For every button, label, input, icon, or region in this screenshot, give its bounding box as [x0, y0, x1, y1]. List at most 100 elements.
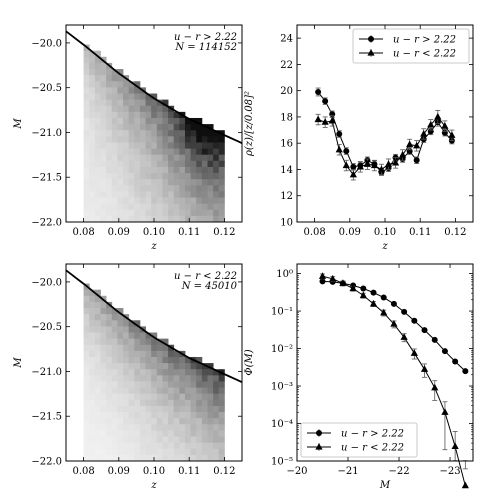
hist_red-cell [123, 197, 130, 205]
hist_red-cell [162, 130, 169, 137]
hist_blue-cell [201, 405, 208, 413]
hist_red-cell [184, 166, 192, 174]
hist_red-cell [196, 130, 203, 137]
hist_blue-cell [145, 436, 152, 444]
hist_red-cell [145, 209, 152, 217]
hist_blue-cell [196, 448, 203, 456]
rho_z-point [377, 165, 386, 173]
hist_red-cell [151, 203, 158, 211]
hist_blue-cell [111, 350, 118, 358]
hist_blue-cell [111, 412, 118, 419]
hist_blue-cell [89, 301, 96, 309]
rho_z-ytick-label: 14 [280, 165, 293, 176]
hist_blue-cell [94, 375, 101, 382]
hist_red-cell [83, 142, 90, 149]
hist_blue-cell [106, 387, 113, 395]
hist_blue-cell [106, 356, 113, 364]
lum_func-point [462, 368, 469, 375]
hist_blue-cell [168, 454, 175, 462]
lum_func-ytick-label: 10⁻³ [271, 382, 293, 393]
hist_blue-cell [213, 448, 220, 456]
hist_blue-cell [139, 350, 146, 358]
hist_blue-cell [168, 399, 175, 407]
hist_blue-cell [89, 363, 96, 370]
hist_blue-cell [123, 405, 130, 413]
hist_red-cell [145, 99, 152, 107]
hist_blue-cell [173, 393, 180, 401]
hist_red-cell [213, 166, 220, 174]
hist_blue-cell [179, 356, 186, 364]
hist_blue-cell [106, 320, 113, 327]
hist_blue-cell [100, 332, 107, 340]
hist_blue-cell [196, 424, 203, 431]
hist_blue-cell [213, 381, 220, 388]
hist_blue-cell [213, 405, 220, 413]
hist_blue-cell [139, 344, 146, 352]
hist_red-cell [89, 166, 96, 174]
hist_blue-cell [207, 375, 214, 382]
hist_blue-cell [83, 448, 90, 456]
hist_blue-cell [89, 375, 96, 382]
lum_func-legend-marker [315, 443, 323, 450]
hist_red-cell [94, 69, 101, 76]
hist_blue-cell [151, 332, 158, 340]
hist_blue-cell [173, 350, 180, 358]
lum_func-axes: −20 −21 −22 −23 10⁻⁵ 10⁻⁴ 10⁻³ 10⁻² 10⁻¹ 10⁰ M Φ(M) [244, 264, 473, 491]
hist_blue-cell [184, 442, 192, 450]
hist_blue-cell [123, 350, 130, 358]
hist_blue-cell [179, 418, 186, 425]
hist_blue-cell [151, 356, 158, 364]
hist_blue-cell [162, 350, 169, 358]
hist_blue-cell [123, 326, 130, 333]
hist_blue-cell [139, 436, 146, 444]
hist_blue-cell [139, 424, 146, 431]
hist_blue-cell [83, 430, 90, 437]
hist_blue-cell [117, 436, 124, 444]
lum_func-xtick-label: −21 [337, 466, 358, 477]
hist_blue-cell [94, 308, 101, 315]
hist_blue-cell [145, 338, 152, 346]
hist_red-cell [128, 81, 135, 88]
hist_red-cell [179, 185, 186, 192]
hist_blue-cell [111, 436, 118, 444]
hist_red-cell [184, 124, 192, 131]
hist_blue-cell [151, 399, 158, 407]
hist_blue-cell [156, 356, 163, 364]
hist_red-cell [106, 160, 113, 168]
hist_red-cell [151, 160, 158, 168]
hist_red-cell [100, 185, 107, 192]
hist_red-cell [151, 93, 158, 101]
hist_blue-cell [139, 332, 146, 340]
hist_red-cell [213, 185, 220, 192]
hist_red-ytick-label: −20.5 [31, 83, 62, 94]
hist_red-axes: 0.08 0.09 0.10 0.11 0.12 −20.0 −20.5 −21.0 −21.5… [13, 25, 242, 252]
hist_red-cell [173, 124, 180, 131]
hist_red-cell [173, 136, 180, 143]
hist_red-cell [145, 142, 152, 149]
hist_blue-cell [111, 418, 118, 425]
hist_blue-cell [179, 393, 186, 401]
hist_red-cell [213, 203, 220, 211]
hist_red-cell [190, 179, 197, 186]
hist_red-cell [134, 148, 141, 156]
hist_blue-cell [94, 369, 101, 376]
hist_blue-cell [117, 399, 124, 407]
hist_blue-cell [128, 448, 135, 456]
hist_blue-cell [100, 326, 107, 333]
hist_blue-cell [201, 412, 208, 419]
hist_red-cell [201, 191, 208, 198]
hist_blue-cell [100, 424, 107, 431]
hist_red-cell [218, 197, 225, 205]
hist_red-cell [145, 117, 152, 125]
hist_red-cell [123, 111, 130, 119]
hist_red-cell [168, 136, 175, 143]
hist_blue-cell [207, 393, 214, 401]
hist_blue-cell [156, 350, 163, 358]
hist_blue-cell [111, 369, 118, 376]
hist_blue-cell [201, 363, 208, 370]
hist_red-cell [134, 105, 141, 113]
hist_blue-cell [106, 424, 113, 431]
hist_red-cell [213, 191, 220, 198]
hist_blue-cell [139, 369, 146, 376]
hist_red-cell [156, 160, 163, 168]
